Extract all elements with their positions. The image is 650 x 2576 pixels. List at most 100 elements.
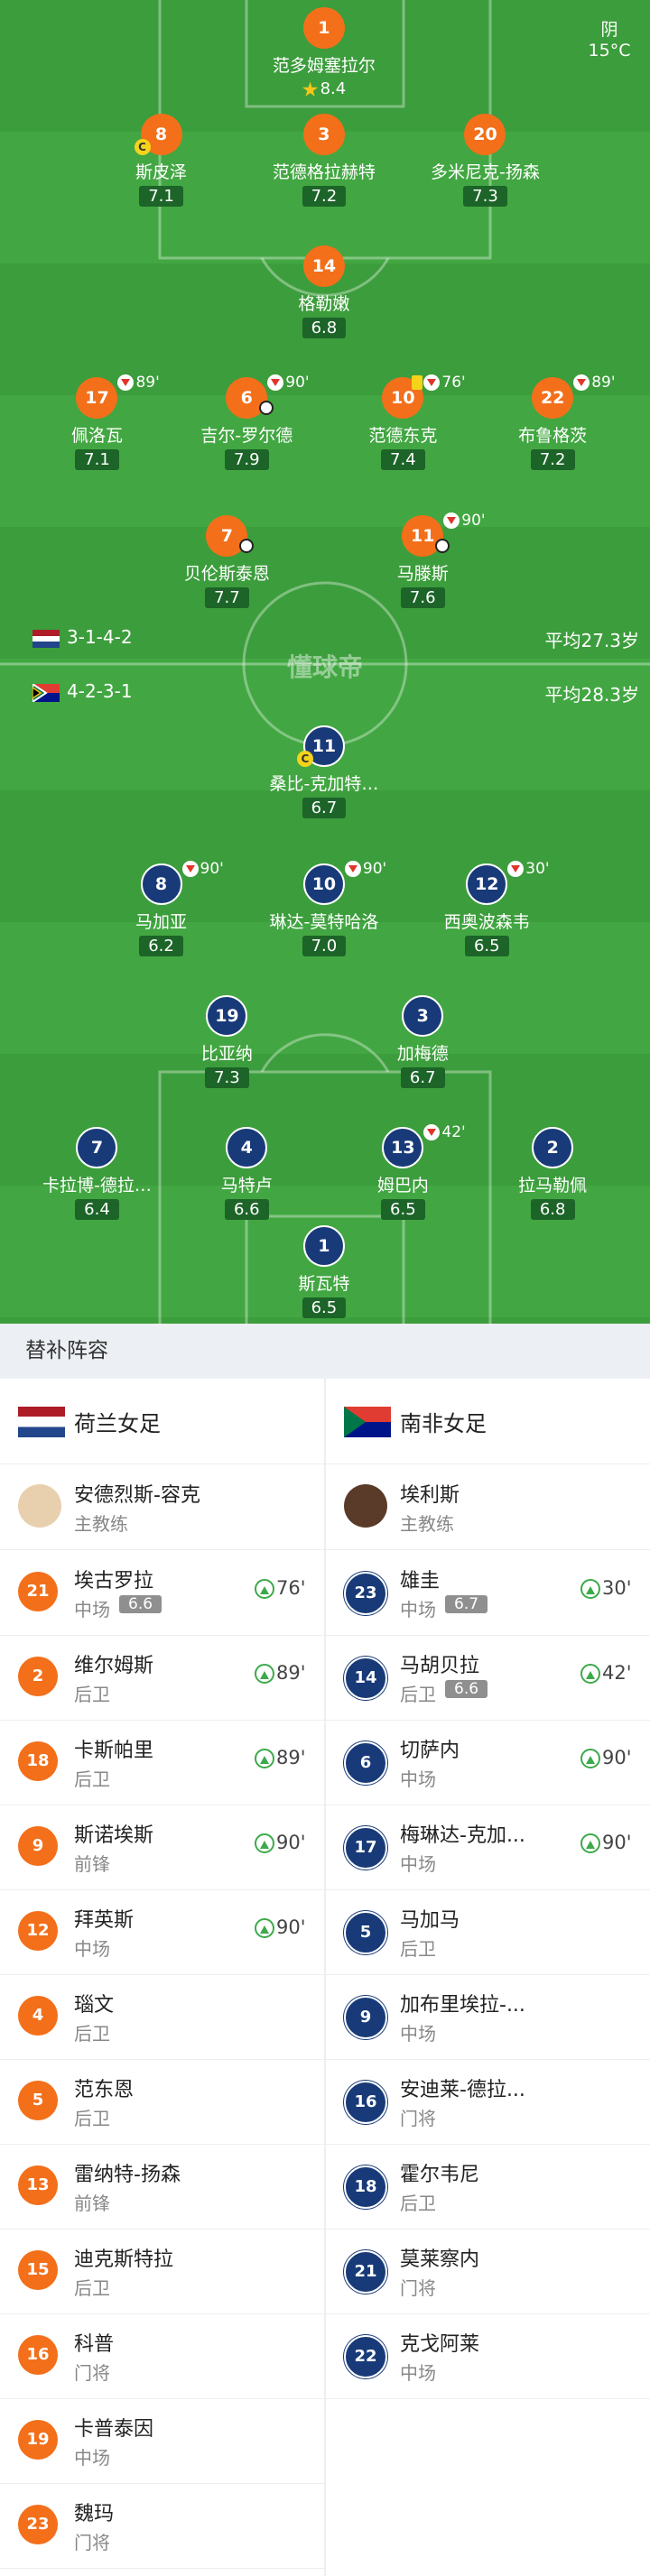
sub-off: 30' — [507, 860, 550, 878]
position: 后卫 — [74, 1768, 110, 1790]
bench-player: 9 斯诺埃斯 前锋 90' — [0, 1805, 324, 1890]
sub-minute: 90' — [200, 860, 224, 879]
bench-player: 17 梅琳达-克加... 中场 90' — [326, 1805, 650, 1890]
bench-player: 19 卡普泰因 中场 — [0, 2398, 324, 2484]
coach-row: 安德烈斯-容克 主教练 — [0, 1464, 324, 1550]
team-name: 南非女足 — [400, 1411, 487, 1436]
player-name: 斯瓦特 — [298, 1274, 350, 1295]
player-name: 拉马勒佩 — [518, 1175, 588, 1196]
bench-player: 18 卡斯帕里 后卫 89' — [0, 1720, 324, 1805]
jersey-number: 2 — [18, 1657, 58, 1696]
player-name: 雷纳特-扬森 — [74, 2164, 181, 2186]
rating: 6.8 — [302, 318, 347, 339]
goal-icon — [239, 538, 255, 553]
bench-player: 23 魏玛 门将 — [0, 2483, 324, 2569]
rating-row: 8.4 — [234, 77, 414, 98]
assist-icon — [435, 538, 450, 553]
coach-avatar — [18, 1484, 61, 1528]
player-name: 斯皮泽 — [135, 162, 188, 183]
home-average-age: 平均27.3岁 — [544, 630, 639, 651]
player-name: 马加亚 — [135, 912, 188, 933]
jersey-number: 12 — [18, 1911, 58, 1951]
coach-row: 埃利斯 主教练 — [326, 1464, 650, 1550]
position: 中场 — [74, 2447, 110, 2469]
sub-off: 90' — [181, 860, 224, 879]
player-name: 埃古罗拉 — [74, 1570, 154, 1593]
player-name: 切萨内 — [400, 1740, 460, 1762]
player: 8 90' 马加亚 6.2 — [71, 860, 252, 957]
player-name: 琳达-莫特哈洛 — [269, 912, 379, 933]
jersey-number: 1 — [302, 6, 345, 49]
rating: 6.6 — [119, 1595, 162, 1613]
player-name: 科普 — [74, 2333, 115, 2356]
sub-minute: 42' — [602, 1662, 632, 1684]
sub-minute: 89' — [591, 373, 616, 392]
jersey-number: 20 — [464, 114, 506, 156]
sub-on: 89' — [255, 1747, 306, 1768]
jersey-number: 4 — [226, 1126, 268, 1168]
jersey-number: 1 — [302, 1225, 345, 1268]
position: 后卫 — [400, 1938, 436, 1960]
goal-icon — [259, 400, 274, 415]
rating: 7.3 — [463, 186, 507, 208]
position: 后卫 — [74, 2023, 110, 2045]
team-header: 南非女足 — [326, 1379, 650, 1464]
jersey-number: 9 — [344, 1996, 387, 2039]
position: 中场 — [74, 1599, 110, 1620]
formation: 3-1-4-2 — [67, 626, 133, 648]
player: 13 42' 姆巴内 6.5 — [312, 1123, 493, 1220]
jersey-number: 14 — [344, 1657, 387, 1700]
jersey-number: 19 — [18, 2420, 58, 2460]
rating: 7.9 — [224, 448, 269, 470]
position: 后卫 — [74, 2108, 110, 2129]
jersey-number: 5 — [344, 1911, 387, 1954]
rating: 7.2 — [302, 186, 347, 208]
rating-row: 6.6 — [156, 1196, 337, 1220]
player-name: 梅琳达-克加... — [400, 1824, 525, 1847]
jersey-number: 5 — [18, 2081, 58, 2120]
yellow-card — [412, 374, 423, 390]
player: 4 马特卢 6.6 — [156, 1126, 337, 1220]
rating: 6.5 — [302, 1297, 347, 1319]
sub-minute: 89' — [276, 1747, 306, 1768]
rating-row: 6.5 — [234, 1295, 414, 1319]
player-name: 佩洛瓦 — [70, 425, 123, 446]
player-name: 雄圭 — [400, 1570, 441, 1593]
position: 中场 — [400, 1853, 436, 1875]
position: 中场 — [400, 1599, 436, 1620]
rating-row: 7.3 — [395, 183, 575, 208]
player-name: 瑙文 — [74, 1994, 115, 2017]
player: 1 斯瓦特 6.5 — [234, 1225, 414, 1319]
jersey-number: 13 — [382, 1126, 424, 1168]
player: 6 90' 吉尔-罗尔德 7.9 — [156, 373, 337, 470]
rating: 6.6 — [445, 1680, 488, 1698]
player-name: 莫莱察内 — [400, 2248, 480, 2271]
player-name: 比亚纳 — [200, 1043, 253, 1064]
player-name: 桑比-克加特… — [269, 774, 379, 795]
bench-column: 荷兰女足 安德烈斯-容克 主教练 21 埃古罗拉 中场 6.6 76' 2 维尔姆斯 后卫 89' 18… — [0, 1379, 326, 2576]
sub-minute: 89' — [135, 373, 160, 392]
sub-minute: 76' — [276, 1577, 306, 1599]
sub-minute: 90' — [285, 373, 310, 392]
jersey-number: 18 — [18, 1741, 58, 1781]
team-flag — [18, 1407, 65, 1437]
coach-name: 安德烈斯-容克 — [74, 1484, 200, 1507]
player-name: 拜英斯 — [74, 1909, 135, 1932]
bench-player: 21 莫莱察内 门将 — [326, 2229, 650, 2314]
player-name: 马加马 — [400, 1909, 460, 1932]
player: 12 30' 西奥波森韦 6.5 — [396, 860, 577, 957]
jersey-number: 10 — [302, 863, 345, 906]
sub-off: 90' — [267, 373, 310, 392]
rating-row: 6.8 — [234, 315, 414, 339]
bench-title: 替补阵容 — [0, 1324, 650, 1379]
rating: 7.6 — [400, 586, 445, 608]
jersey-number: 4 — [18, 1996, 58, 2036]
jersey-number: 14 — [302, 245, 345, 288]
sub-minute: 90' — [461, 511, 486, 530]
jersey-number: 23 — [18, 2505, 58, 2544]
sub-on: 76' — [255, 1577, 306, 1599]
rating: 8.4 — [320, 78, 347, 98]
rating: 7.1 — [139, 186, 183, 208]
player: 2 拉马勒佩 6.8 — [462, 1126, 643, 1220]
bench-player: 16 安迪莱-德拉... 门将 — [326, 2059, 650, 2145]
